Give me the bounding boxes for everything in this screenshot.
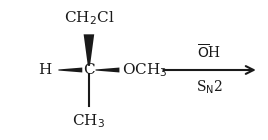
- Text: C: C: [83, 63, 95, 77]
- Text: H: H: [39, 63, 52, 77]
- Text: OCH$_3$: OCH$_3$: [121, 61, 167, 79]
- Text: CH$_3$: CH$_3$: [72, 113, 105, 130]
- Text: $\overline{\mathrm{O}}$H: $\overline{\mathrm{O}}$H: [198, 43, 222, 62]
- Polygon shape: [84, 34, 94, 66]
- Text: CH$_2$Cl: CH$_2$Cl: [64, 10, 114, 27]
- Polygon shape: [96, 67, 120, 73]
- Text: S$_\mathrm{N}$2: S$_\mathrm{N}$2: [196, 78, 223, 96]
- Polygon shape: [58, 67, 82, 73]
